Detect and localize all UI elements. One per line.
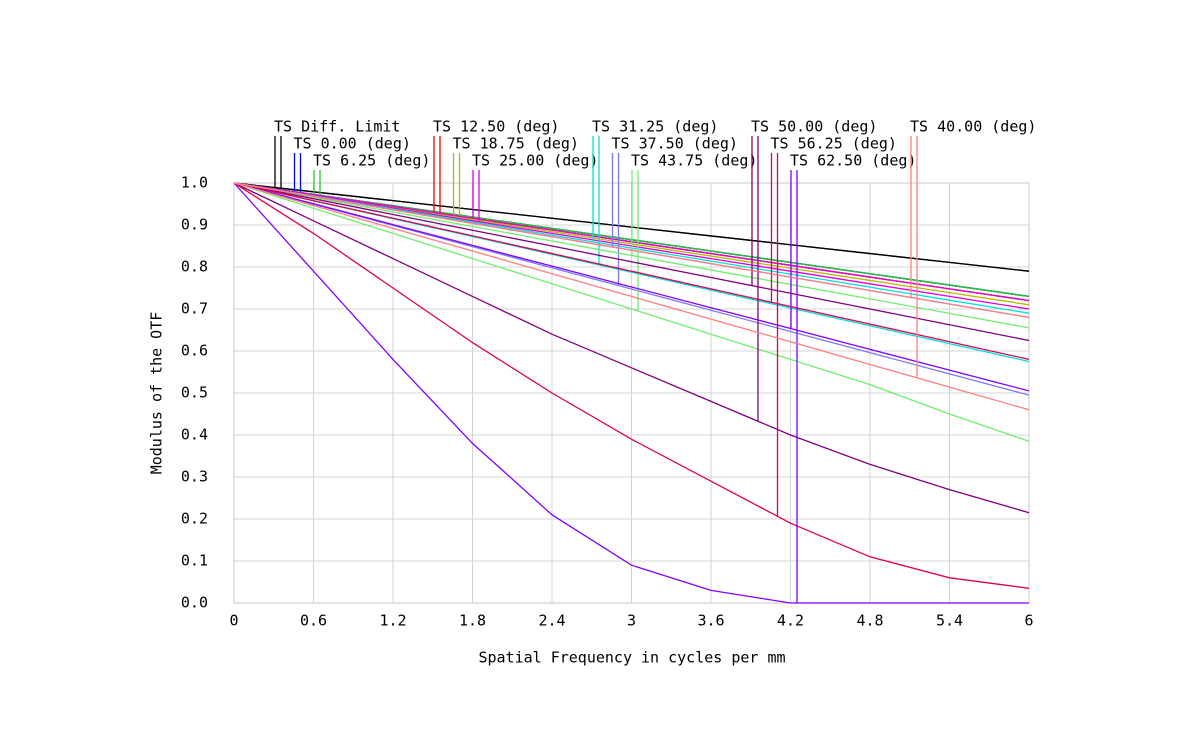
x-tick-label: 2.4: [538, 612, 565, 630]
y-tick-label: 0.5: [181, 384, 208, 402]
mtf-curve: [233, 182, 1030, 411]
y-tick-label: 0.4: [181, 426, 208, 444]
y-axis-label: Modulus of the OTF: [148, 312, 166, 475]
x-tick-label: 0: [229, 612, 238, 630]
mtf-curve: [233, 182, 1030, 392]
x-tick-label: 6: [1024, 612, 1033, 630]
mtf-curve: [233, 182, 1030, 361]
mtf-curve: [233, 182, 1029, 604]
legend-label: TS 25.00 (deg): [472, 152, 598, 170]
legend-label: TS 56.25 (deg): [771, 135, 897, 153]
legend-label: TS 31.25 (deg): [592, 118, 718, 136]
legend-label: TS 50.00 (deg): [751, 118, 877, 136]
legend-label: TS 6.25 (deg): [313, 152, 430, 170]
legend-label: TS Diff. Limit: [274, 118, 400, 136]
x-axis-label: Spatial Frequency in cycles per mm: [478, 649, 785, 667]
mtf-curve: [233, 182, 1030, 396]
legend-label: TS 0.00 (deg): [294, 135, 411, 153]
legend-label: TS 18.75 (deg): [453, 135, 579, 153]
mtf-curve: [233, 182, 1030, 342]
legend-label: TS 12.50 (deg): [433, 118, 559, 136]
legend-label: TS 62.50 (deg): [790, 152, 916, 170]
x-tick-label: 1.8: [459, 612, 486, 630]
mtf-curve: [233, 182, 1030, 589]
y-tick-label: 0.0: [181, 594, 208, 612]
y-tick-label: 0.3: [181, 468, 208, 486]
x-tick-label: 0.6: [300, 612, 327, 630]
y-tick-label: 0.9: [181, 216, 208, 234]
legend-label: TS 37.50 (deg): [612, 135, 738, 153]
x-tick-label: 1.2: [379, 612, 406, 630]
legend-label: TS 43.75 (deg): [631, 152, 757, 170]
y-tick-label: 0.1: [181, 552, 208, 570]
y-tick-label: 0.6: [181, 342, 208, 360]
y-tick-label: 0.2: [181, 510, 208, 528]
x-tick-label: 5.4: [936, 612, 963, 630]
y-tick-label: 1.0: [181, 174, 208, 192]
y-tick-label: 0.7: [181, 300, 208, 318]
y-tick-label: 0.8: [181, 258, 208, 276]
mtf-curve: [233, 182, 1030, 514]
mtf-curve: [233, 182, 1030, 442]
x-tick-label: 4.2: [777, 612, 804, 630]
x-tick-label: 3: [627, 612, 636, 630]
legend-label: TS 40.00 (deg): [910, 118, 1036, 136]
mtf-curve: [233, 182, 1030, 319]
x-tick-label: 3.6: [697, 612, 724, 630]
x-tick-label: 4.8: [856, 612, 883, 630]
